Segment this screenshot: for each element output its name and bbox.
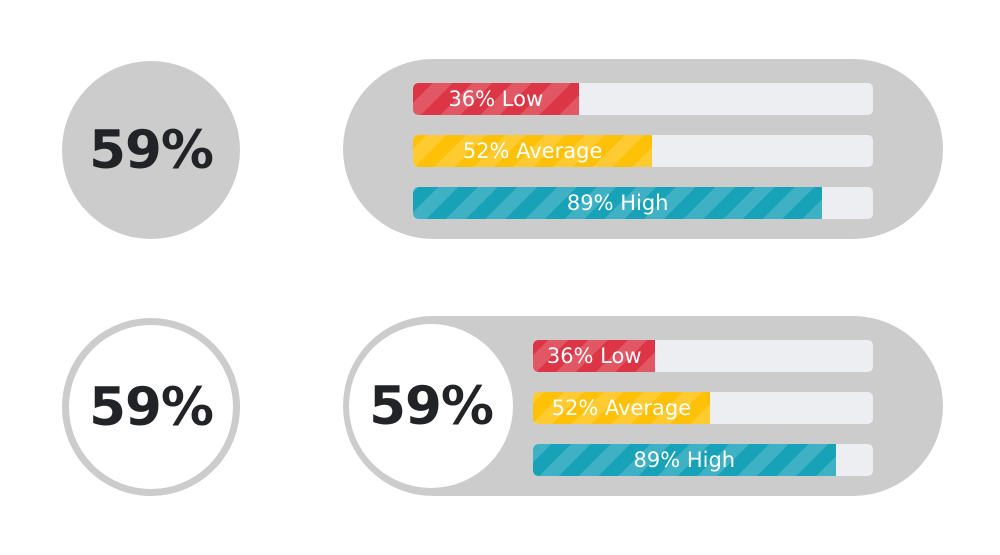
progress-track-low: 36% Low (533, 340, 873, 372)
progress-fill-low: 36% Low (413, 83, 579, 115)
progress-track-high: 89% High (533, 444, 873, 476)
progress-fill-average: 52% Average (413, 135, 653, 167)
progress-label-low: 36% Low (448, 87, 544, 111)
progress-label-high: 89% High (566, 191, 669, 215)
percent-value: 59% (369, 375, 494, 437)
progress-track-high: 89% High (413, 187, 873, 219)
progress-label-high: 89% High (633, 448, 736, 472)
panel-percent-circle: 59% (349, 324, 513, 488)
progress-label-average: 52% Average (551, 396, 692, 420)
progress-label-low: 36% Low (546, 344, 642, 368)
progress-track-low: 36% Low (413, 83, 873, 115)
percent-value: 59% (89, 119, 214, 181)
progress-track-average: 52% Average (413, 135, 873, 167)
progress-bar-list: 36% Low 52% Average 89% High (533, 340, 873, 476)
progress-fill-average: 52% Average (533, 392, 710, 424)
solid-percent-circle: 59% (62, 61, 240, 239)
progress-bar-list: 36% Low 52% Average 89% High (413, 83, 873, 219)
progress-fill-high: 89% High (533, 444, 836, 476)
combined-progress-panel: 59% 36% Low 52% Average 89% High (343, 316, 943, 496)
progress-track-average: 52% Average (533, 392, 873, 424)
progress-bars-panel: 36% Low 52% Average 89% High (343, 59, 943, 239)
progress-fill-low: 36% Low (533, 340, 656, 372)
ring-percent-circle: 59% (62, 318, 240, 496)
progress-label-average: 52% Average (462, 139, 603, 163)
percent-value: 59% (89, 376, 214, 438)
progress-fill-high: 89% High (413, 187, 823, 219)
